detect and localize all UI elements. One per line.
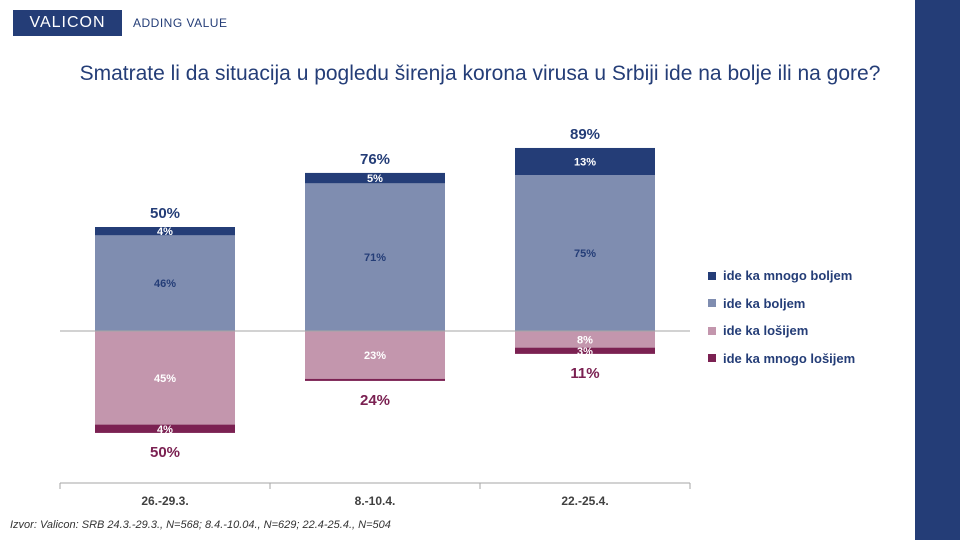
data-label: 23% xyxy=(364,350,386,362)
legend-swatch xyxy=(708,271,716,280)
legend-label: ide ka mnogo lošijem xyxy=(723,350,856,366)
legend-item: ide ka boljem xyxy=(708,290,855,318)
bar-segment xyxy=(305,183,445,331)
x-tick-label: 26.-29.3. xyxy=(141,494,188,508)
bar-segment xyxy=(515,331,655,348)
total-negative-label: 11% xyxy=(570,365,599,382)
data-label: 13% xyxy=(574,156,596,168)
chart-legend: ide ka mnogo boljem ide ka boljem ide ka l… xyxy=(708,262,855,372)
x-tick-label: 8.-10.4. xyxy=(355,494,396,508)
total-negative-label: 24% xyxy=(360,392,390,409)
legend-label: ide ka lošijem xyxy=(723,323,809,339)
data-label: 5% xyxy=(367,173,383,185)
data-label: 4% xyxy=(157,226,173,238)
legend-item: ide ka lošijem xyxy=(708,317,855,345)
total-positive-label: 50% xyxy=(150,205,180,222)
legend-label: ide ka mnogo boljem xyxy=(723,268,853,284)
bar-segment xyxy=(95,424,235,433)
data-label: 75% xyxy=(574,248,596,260)
tagline: ADDING VALUE xyxy=(133,16,228,30)
brand-sidebar-band xyxy=(915,0,960,540)
total-negative-label: 50% xyxy=(150,444,180,461)
data-label: 4% xyxy=(157,424,173,436)
source-note: Izvor: Valicon: SRB 24.3.-29.3., N=568; … xyxy=(10,519,391,531)
legend-swatch xyxy=(708,299,716,308)
data-label: 46% xyxy=(154,278,176,290)
bar-segment xyxy=(515,347,655,354)
page-title: Smatrate li da situacija u pogledu širen… xyxy=(0,62,960,86)
bar-segment xyxy=(305,378,445,381)
data-label: 8% xyxy=(577,334,593,346)
bar-segment xyxy=(95,227,235,236)
bar-segment xyxy=(95,235,235,331)
bar-segment xyxy=(95,331,235,425)
x-tick-label: 22.-25.4. xyxy=(561,494,608,508)
legend-item: ide ka mnogo lošijem xyxy=(708,345,855,373)
title-text: Smatrate li da situacija u pogledu širen… xyxy=(79,62,881,85)
total-positive-label: 89% xyxy=(570,126,600,143)
bar-segment xyxy=(305,331,445,379)
legend-swatch xyxy=(708,326,716,335)
bar-segment xyxy=(515,175,655,331)
legend-swatch xyxy=(708,354,716,363)
valicon-logo: VALICON xyxy=(13,10,122,36)
bar-segment xyxy=(305,172,445,184)
data-label: 71% xyxy=(364,252,386,264)
legend-label: ide ka boljem xyxy=(723,295,806,311)
data-label: 3% xyxy=(577,346,593,358)
legend-item: ide ka mnogo boljem xyxy=(708,262,855,290)
total-positive-label: 76% xyxy=(360,151,390,168)
data-label: 45% xyxy=(154,373,176,385)
bar-segment xyxy=(515,147,655,175)
